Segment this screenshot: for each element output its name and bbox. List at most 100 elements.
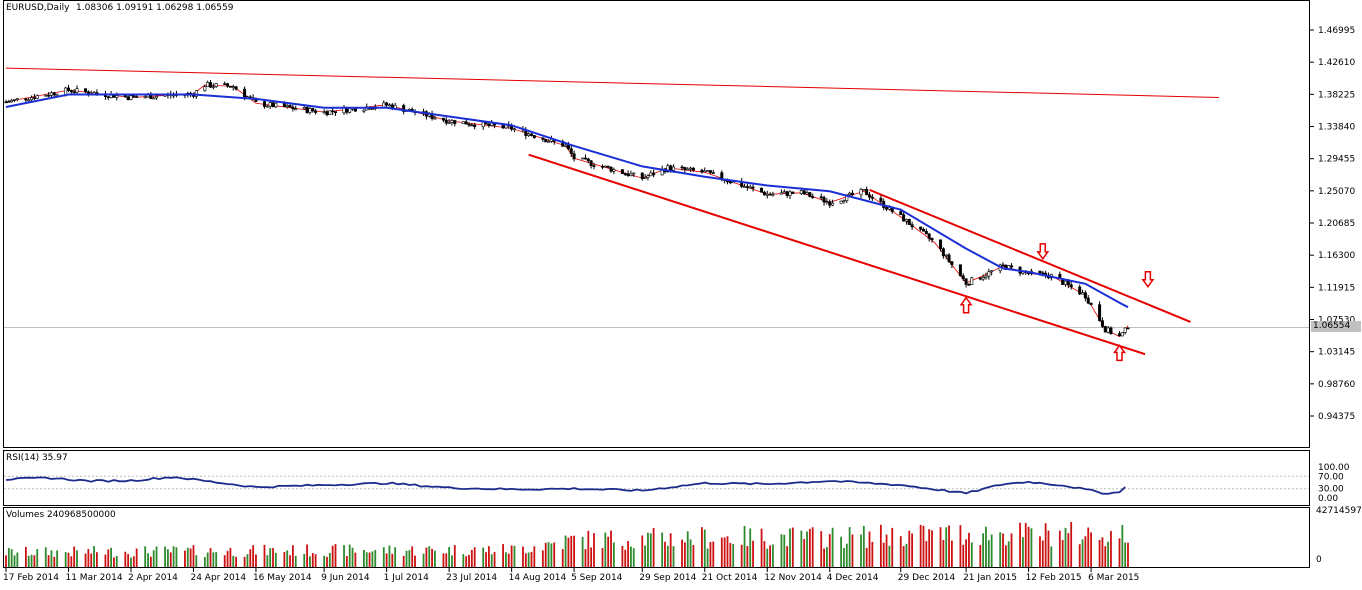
volume-bar	[306, 544, 308, 567]
volume-bar	[740, 544, 743, 567]
volume-bar	[414, 555, 416, 567]
volume-bar	[820, 531, 823, 567]
volume-bar	[283, 552, 286, 567]
volume-bar	[167, 549, 169, 567]
candle-body	[879, 197, 883, 202]
candle-body	[927, 233, 931, 239]
candle-body	[211, 86, 215, 88]
volume-layer	[5, 522, 1129, 567]
volume-bar	[445, 553, 448, 567]
candle-body	[1120, 332, 1124, 337]
volume-bar	[343, 545, 345, 567]
volume-bar	[164, 546, 166, 567]
candle-body	[751, 186, 755, 189]
volume-bar	[669, 533, 672, 567]
candle-body	[819, 196, 823, 199]
volume-bar	[587, 530, 590, 567]
candle-body	[822, 197, 826, 203]
date-tick-label: 21 Jan 2015	[963, 573, 1017, 583]
candle-body	[649, 172, 653, 177]
volume-bar	[365, 552, 368, 567]
volume-bar	[1127, 542, 1129, 567]
candle-body	[808, 192, 812, 197]
candle-body	[930, 238, 934, 241]
volume-bar	[326, 556, 328, 567]
header-symbol: EURUSD,Daily	[6, 3, 70, 13]
candle-body	[322, 111, 326, 113]
trendline	[528, 153, 1146, 356]
volume-bar	[354, 552, 357, 567]
candle-body	[1038, 270, 1042, 274]
volume-bar	[24, 546, 27, 567]
candle-body	[305, 106, 309, 113]
candle-body	[223, 83, 227, 85]
volume-bar	[209, 548, 212, 567]
volume-bar	[843, 548, 845, 567]
volume-bar	[186, 547, 189, 567]
candle-body	[228, 85, 232, 88]
volume-bar	[1030, 528, 1033, 567]
date-tick-label: 23 Jul 2014	[446, 573, 497, 583]
volume-bar	[1022, 537, 1024, 567]
volume-bar	[885, 534, 888, 567]
volume-bar	[223, 555, 226, 567]
candle-body	[569, 148, 573, 155]
volume-bar	[527, 552, 530, 567]
moving-average-layer	[5, 93, 1129, 309]
volume-bar	[701, 527, 703, 567]
volume-bar	[513, 545, 516, 567]
candle-body	[387, 104, 391, 107]
price-tick-label: 1.25070	[1318, 187, 1355, 197]
candle-body	[66, 87, 70, 91]
candle-body	[1106, 327, 1110, 333]
candle-body	[402, 105, 406, 112]
volume-bar	[90, 553, 93, 567]
candle-body	[234, 86, 238, 90]
volume-bar	[462, 554, 465, 567]
volume-bar	[681, 539, 683, 567]
price-tick-label: 1.42610	[1318, 58, 1355, 68]
volume-bar	[104, 554, 107, 567]
price-tick-label: 1.29455	[1318, 155, 1355, 165]
volume-bar	[666, 545, 669, 567]
volume-bar	[212, 552, 215, 567]
candle-body	[331, 110, 335, 113]
volume-bar	[891, 527, 894, 567]
volume-bar	[902, 546, 905, 567]
volume-bar	[783, 534, 786, 567]
volume-panel-frame[interactable]	[3, 507, 1310, 568]
volume-bar	[374, 550, 377, 567]
candle-body	[441, 117, 445, 121]
volume-bar	[1110, 530, 1112, 567]
candle-body	[839, 200, 843, 204]
volume-bar	[507, 553, 510, 567]
volume-bar	[485, 552, 487, 567]
candle-body	[314, 110, 318, 113]
volume-bar	[1024, 522, 1027, 567]
candles-layer[interactable]	[4, 80, 1130, 337]
volume-bar	[879, 524, 882, 567]
price-tick-label: 1.20685	[1318, 219, 1355, 229]
volume-bar	[110, 547, 112, 567]
candle-body	[1117, 333, 1121, 337]
candle-body	[15, 98, 19, 101]
candle-body	[288, 105, 292, 108]
candle-body	[612, 169, 616, 172]
candle-body	[203, 86, 207, 91]
volume-bar	[860, 534, 862, 567]
rsi-panel-frame[interactable]	[3, 450, 1310, 506]
candle-body	[1083, 292, 1087, 299]
volume-bar	[808, 528, 811, 567]
candle-body	[544, 139, 548, 143]
volume-bar	[610, 530, 612, 567]
volume-bar	[942, 539, 945, 567]
volume-bar	[93, 546, 95, 567]
volume-bar	[73, 546, 76, 567]
candle-body	[666, 165, 670, 173]
volume-bar	[490, 554, 493, 567]
candle-body	[771, 193, 775, 196]
volume-bar	[172, 546, 175, 567]
candle-body	[69, 90, 73, 93]
volume-bar	[686, 531, 689, 567]
volume-bar	[442, 553, 445, 567]
